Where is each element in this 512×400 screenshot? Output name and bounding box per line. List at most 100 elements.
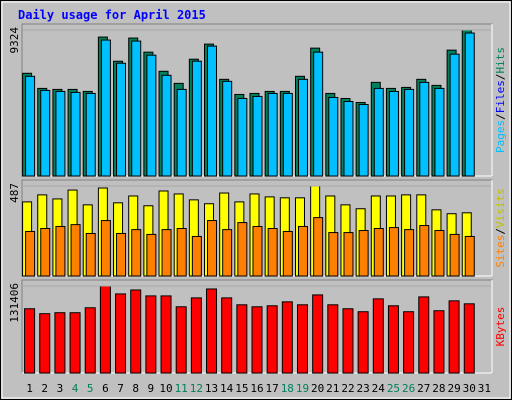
x-tick-label: 12	[190, 382, 203, 395]
bar	[146, 233, 157, 277]
bar	[281, 301, 293, 374]
bar	[449, 233, 460, 277]
bar	[55, 90, 66, 177]
axis-label-part: /	[494, 74, 507, 81]
y-tick-label: 131406	[8, 283, 21, 323]
bar	[433, 310, 445, 374]
x-tick-label: 4	[72, 382, 79, 395]
x-tick-label: 6	[102, 382, 109, 395]
bar	[252, 225, 263, 277]
bar	[145, 295, 157, 374]
x-tick-label: 14	[220, 382, 234, 395]
x-tick-label: 31	[478, 382, 491, 395]
axis-label: Pages/Files/Hits	[494, 47, 507, 153]
bar	[388, 90, 399, 177]
axis-label-part: KBytes	[494, 307, 507, 347]
x-tick-label: 26	[402, 382, 415, 395]
bar	[131, 40, 142, 177]
bar	[464, 235, 475, 277]
bar	[373, 228, 384, 277]
bar	[297, 78, 308, 177]
bar	[267, 92, 278, 177]
bar	[236, 304, 248, 374]
bar	[328, 232, 339, 277]
bar	[449, 53, 460, 177]
bar	[115, 293, 127, 374]
bar	[40, 89, 51, 177]
y-tick-label: 487	[8, 183, 21, 203]
bar	[85, 92, 96, 177]
bar	[85, 232, 96, 277]
bar	[176, 88, 187, 177]
bar	[343, 232, 354, 277]
bar	[387, 305, 399, 374]
bar	[464, 32, 475, 177]
bar	[25, 230, 36, 277]
axis-label-part: /	[494, 228, 507, 235]
x-tick-label: 21	[326, 382, 339, 395]
bar	[131, 229, 142, 277]
bar	[313, 217, 324, 277]
bar	[252, 95, 263, 177]
x-tick-label: 25	[387, 382, 400, 395]
bar	[373, 87, 384, 177]
bar	[69, 312, 81, 374]
axis-label: KBytes	[494, 307, 507, 347]
bar	[70, 224, 81, 277]
x-tick-label: 17	[266, 382, 279, 395]
axis-label-part: Sites	[494, 235, 507, 268]
bar	[176, 228, 187, 277]
x-tick-label: 24	[372, 382, 386, 395]
bar	[191, 235, 202, 277]
bar	[207, 220, 218, 277]
bar	[251, 306, 263, 374]
x-tick-label: 9	[148, 382, 155, 395]
bar	[418, 296, 430, 374]
bar	[160, 295, 172, 374]
x-tick-label: 29	[447, 382, 460, 395]
x-tick-label: 5	[87, 382, 94, 395]
x-tick-label: 30	[463, 382, 476, 395]
x-tick-label: 27	[417, 382, 430, 395]
x-tick-label: 23	[357, 382, 370, 395]
bar	[24, 308, 36, 374]
bar	[434, 87, 445, 177]
bar	[328, 96, 339, 177]
axis-label-part: /	[494, 113, 507, 120]
bar	[237, 222, 248, 277]
bar	[404, 229, 415, 277]
x-tick-label: 18	[281, 382, 294, 395]
bar	[358, 104, 369, 177]
bar	[191, 60, 202, 177]
bar	[100, 39, 111, 177]
bar	[221, 297, 233, 374]
bar	[403, 311, 415, 374]
bar	[161, 74, 172, 177]
x-tick-label: 19	[296, 382, 309, 395]
bar	[388, 227, 399, 277]
bar	[313, 51, 324, 177]
bar	[419, 225, 430, 277]
bar	[372, 298, 384, 374]
bar	[357, 311, 369, 374]
x-tick-label: 16	[250, 382, 263, 395]
bar	[146, 54, 157, 177]
chart-title: Daily usage for April 2015	[18, 8, 206, 22]
x-tick-label: 3	[57, 382, 64, 395]
bar	[116, 232, 127, 277]
bar	[237, 97, 248, 177]
bar	[419, 81, 430, 177]
bar	[282, 92, 293, 177]
x-tick-label: 20	[311, 382, 324, 395]
x-tick-label: 22	[341, 382, 354, 395]
bar	[84, 307, 96, 374]
axis-label-part: Visits	[494, 188, 507, 228]
bar	[327, 304, 339, 374]
bar	[70, 91, 81, 177]
bar	[222, 229, 233, 277]
bar	[267, 228, 278, 277]
bar	[343, 100, 354, 177]
